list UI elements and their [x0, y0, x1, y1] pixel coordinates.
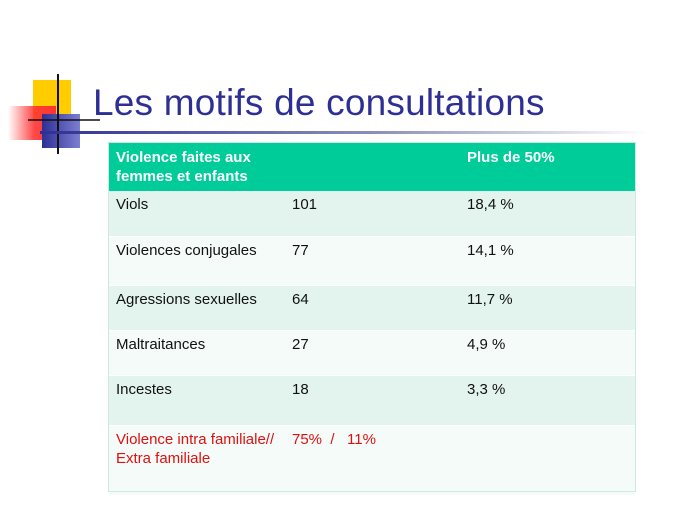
consultation-reasons-table: Violence faites aux femmes et enfants Pl… — [109, 143, 635, 495]
row-label: Incestes — [109, 375, 285, 426]
row-count: 64 — [285, 285, 460, 331]
header-count — [285, 143, 460, 191]
row-count: 27 — [285, 330, 460, 376]
title-decoration — [8, 74, 100, 154]
header-category: Violence faites aux femmes et enfants — [109, 143, 285, 191]
title-underline — [40, 131, 650, 134]
table-row: Agressions sexuelles 64 11,7 % — [109, 285, 635, 331]
table-row: Violences conjugales 77 14,1 % — [109, 236, 635, 286]
table-header-row: Violence faites aux femmes et enfants Pl… — [109, 143, 635, 191]
row-percent: 3,3 % — [460, 375, 635, 426]
footer-label: Violence intra familiale// Extra familia… — [109, 425, 285, 495]
row-count: 18 — [285, 375, 460, 426]
row-label: Maltraitances — [109, 330, 285, 376]
table-row: Viols 101 18,4 % — [109, 191, 635, 237]
row-label: Agressions sexuelles — [109, 285, 285, 331]
row-percent: 18,4 % — [460, 191, 635, 237]
row-percent: 11,7 % — [460, 285, 635, 331]
row-percent: 4,9 % — [460, 330, 635, 376]
footer-value: 75% / 11% — [285, 425, 460, 495]
row-percent: 14,1 % — [460, 236, 635, 286]
table-row: Incestes 18 3,3 % — [109, 375, 635, 426]
row-label: Viols — [109, 191, 285, 237]
row-label: Violences conjugales — [109, 236, 285, 286]
slide-title: Les motifs de consultations — [93, 82, 545, 123]
header-share: Plus de 50% — [460, 143, 635, 191]
row-count: 77 — [285, 236, 460, 286]
row-count: 101 — [285, 191, 460, 237]
footer-extra — [460, 425, 635, 495]
table-footer-row: Violence intra familiale// Extra familia… — [109, 425, 635, 495]
table-row: Maltraitances 27 4,9 % — [109, 330, 635, 376]
